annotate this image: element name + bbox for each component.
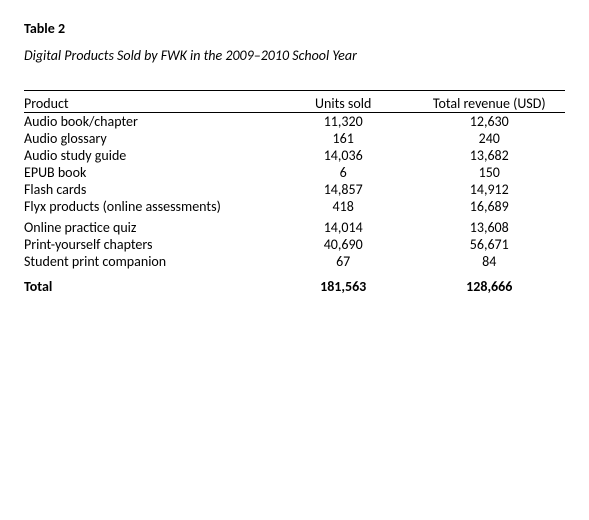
cell-product: Flyx products (online assessments) xyxy=(24,198,273,217)
cell-product: Flash cards xyxy=(24,181,273,198)
table-row: Student print companion 67 84 xyxy=(24,253,565,270)
cell-product: Student print companion xyxy=(24,253,273,270)
cell-units: 161 xyxy=(273,130,414,147)
cell-product: Audio study guide xyxy=(24,147,273,164)
cell-revenue: 240 xyxy=(414,130,565,147)
cell-product: Online practice quiz xyxy=(24,217,273,236)
table-label: Table 2 xyxy=(24,20,565,37)
table-row: Online practice quiz 14,014 13,608 xyxy=(24,217,565,236)
total-row: Total 181,563 128,666 xyxy=(24,270,565,301)
cell-revenue: 14,912 xyxy=(414,181,565,198)
header-row: Product Units sold Total revenue (USD) xyxy=(24,95,565,113)
cell-units: 40,690 xyxy=(273,236,414,253)
table-row: Print-yourself chapters 40,690 56,671 xyxy=(24,236,565,253)
col-header-revenue: Total revenue (USD) xyxy=(414,95,565,113)
cell-units: 11,320 xyxy=(273,113,414,131)
cell-units: 14,857 xyxy=(273,181,414,198)
table-row: Flash cards 14,857 14,912 xyxy=(24,181,565,198)
cell-revenue: 13,608 xyxy=(414,217,565,236)
top-rule xyxy=(24,90,565,91)
total-revenue: 128,666 xyxy=(414,270,565,301)
total-label: Total xyxy=(24,270,273,301)
cell-product: Audio glossary xyxy=(24,130,273,147)
cell-revenue: 16,689 xyxy=(414,198,565,217)
cell-units: 6 xyxy=(273,164,414,181)
table-row: Audio glossary 161 240 xyxy=(24,130,565,147)
table-row: Flyx products (online assessments) 418 1… xyxy=(24,198,565,217)
cell-product: EPUB book xyxy=(24,164,273,181)
cell-revenue: 84 xyxy=(414,253,565,270)
col-header-product: Product xyxy=(24,95,273,113)
table-row: EPUB book 6 150 xyxy=(24,164,565,181)
cell-units: 14,036 xyxy=(273,147,414,164)
total-units: 181,563 xyxy=(273,270,414,301)
cell-product: Audio book/chapter xyxy=(24,113,273,131)
cell-revenue: 150 xyxy=(414,164,565,181)
col-header-units: Units sold xyxy=(273,95,414,113)
cell-units: 418 xyxy=(273,198,414,217)
data-table: Product Units sold Total revenue (USD) A… xyxy=(24,95,565,301)
cell-revenue: 13,682 xyxy=(414,147,565,164)
table-row: Audio study guide 14,036 13,682 xyxy=(24,147,565,164)
cell-revenue: 12,630 xyxy=(414,113,565,131)
table-caption: Digital Products Sold by FWK in the 2009… xyxy=(24,47,565,64)
cell-units: 14,014 xyxy=(273,217,414,236)
cell-revenue: 56,671 xyxy=(414,236,565,253)
cell-units: 67 xyxy=(273,253,414,270)
cell-product: Print-yourself chapters xyxy=(24,236,273,253)
table-row: Audio book/chapter 11,320 12,630 xyxy=(24,113,565,131)
